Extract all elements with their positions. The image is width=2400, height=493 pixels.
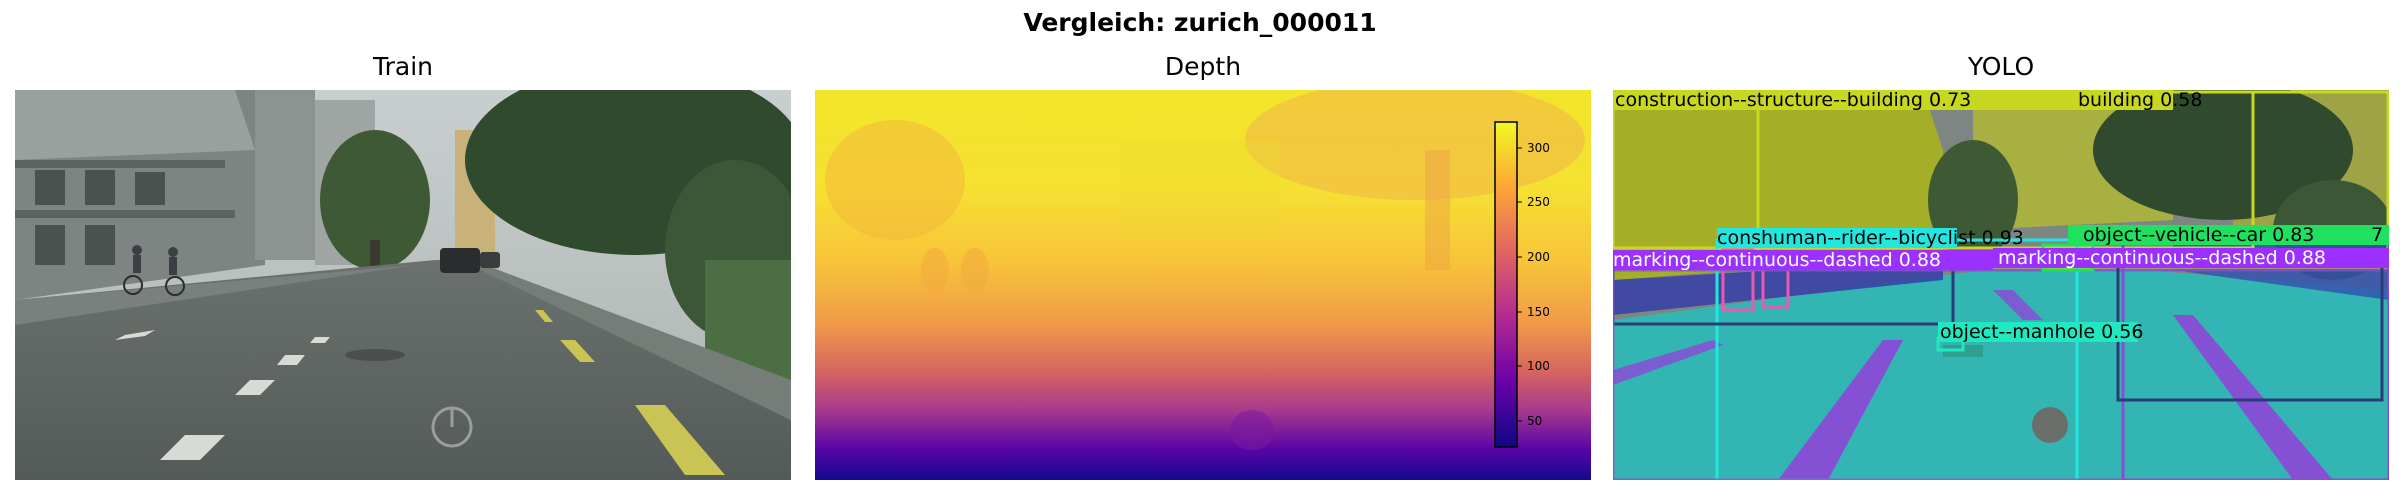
detection-label: marking--continuous--dashed 0.88	[1998, 247, 2326, 269]
panel-title-depth: Depth	[1164, 52, 1242, 81]
colorbar-tick-label: 100	[1527, 359, 1550, 373]
colorbar-tick-label: 50	[1527, 414, 1542, 428]
panel-title-train: Train	[373, 52, 433, 81]
yolo-overlay: construction--structure--building 0.73 b…	[1613, 90, 2389, 480]
detection-label: object--manhole 0.56	[1940, 321, 2143, 343]
detection-label: human--rider--bicyclist 0.93	[1761, 227, 2024, 249]
detection-label: cons	[1717, 227, 1761, 249]
detection-label: construction--structure--building 0.73	[1615, 90, 1971, 111]
colorbar-tick-label: 150	[1527, 305, 1550, 319]
colorbar-tick-label: 300	[1527, 141, 1550, 155]
panel-title-yolo: YOLO	[1967, 52, 2035, 81]
train-image	[15, 90, 791, 480]
figure-title: Vergleich: zurich_000011	[1023, 8, 1377, 37]
colorbar-ticks: 300 250 200 150 100 50	[1517, 141, 1550, 428]
detection-label: marking--continuous--dashed 0.88	[1613, 249, 1941, 271]
detection-label: object--vehicle--car 0.83	[2083, 224, 2314, 246]
detection-labels: construction--structure--building 0.73 b…	[1613, 90, 2389, 343]
detection-label: 7	[2371, 224, 2383, 246]
colorbar-tick-label: 200	[1527, 250, 1550, 264]
detection-label: building 0.58	[2078, 90, 2202, 111]
colorbar-tick-label: 250	[1527, 195, 1550, 209]
depth-map: 300 250 200 150 100 50	[815, 90, 1591, 480]
depth-colorbar	[1494, 121, 1518, 448]
